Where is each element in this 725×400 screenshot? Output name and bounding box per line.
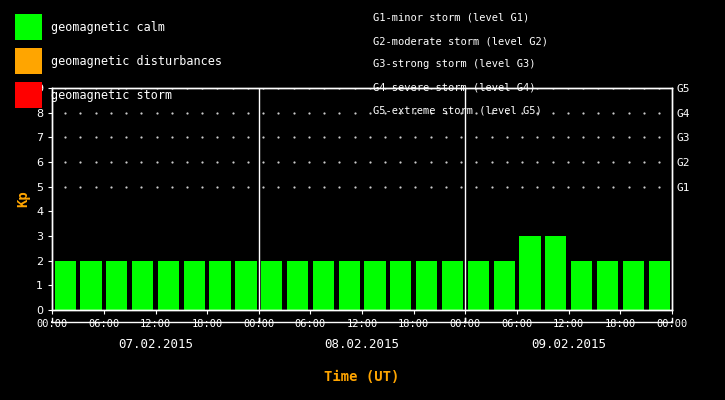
Text: geomagnetic storm: geomagnetic storm — [51, 88, 172, 102]
Text: G1-minor storm (level G1): G1-minor storm (level G1) — [373, 13, 530, 23]
Bar — [623, 261, 644, 310]
Text: Time (UT): Time (UT) — [325, 370, 399, 384]
Bar — [106, 261, 128, 310]
Bar — [365, 261, 386, 310]
Text: G5-extreme storm (level G5): G5-extreme storm (level G5) — [373, 106, 542, 116]
Bar — [416, 261, 437, 310]
Bar — [468, 261, 489, 310]
Y-axis label: Kp: Kp — [17, 191, 30, 207]
Bar — [442, 261, 463, 310]
Text: geomagnetic disturbances: geomagnetic disturbances — [51, 54, 222, 68]
Text: 09.02.2015: 09.02.2015 — [531, 338, 606, 351]
Bar — [80, 261, 102, 310]
Bar — [183, 261, 205, 310]
Text: G4-severe storm (level G4): G4-severe storm (level G4) — [373, 82, 536, 92]
Text: G2-moderate storm (level G2): G2-moderate storm (level G2) — [373, 36, 548, 46]
Bar — [210, 261, 231, 310]
Bar — [132, 261, 153, 310]
Bar — [158, 261, 179, 310]
Bar — [649, 261, 670, 310]
Bar — [519, 236, 541, 310]
Bar — [545, 236, 566, 310]
Bar — [494, 261, 515, 310]
Text: geomagnetic calm: geomagnetic calm — [51, 20, 165, 34]
Bar — [54, 261, 75, 310]
Bar — [339, 261, 360, 310]
Text: G3-strong storm (level G3): G3-strong storm (level G3) — [373, 59, 536, 69]
Text: 08.02.2015: 08.02.2015 — [325, 338, 399, 351]
Bar — [571, 261, 592, 310]
Bar — [236, 261, 257, 310]
Bar — [261, 261, 282, 310]
Bar — [312, 261, 334, 310]
Bar — [287, 261, 308, 310]
Text: 07.02.2015: 07.02.2015 — [118, 338, 193, 351]
Bar — [390, 261, 412, 310]
Bar — [597, 261, 618, 310]
